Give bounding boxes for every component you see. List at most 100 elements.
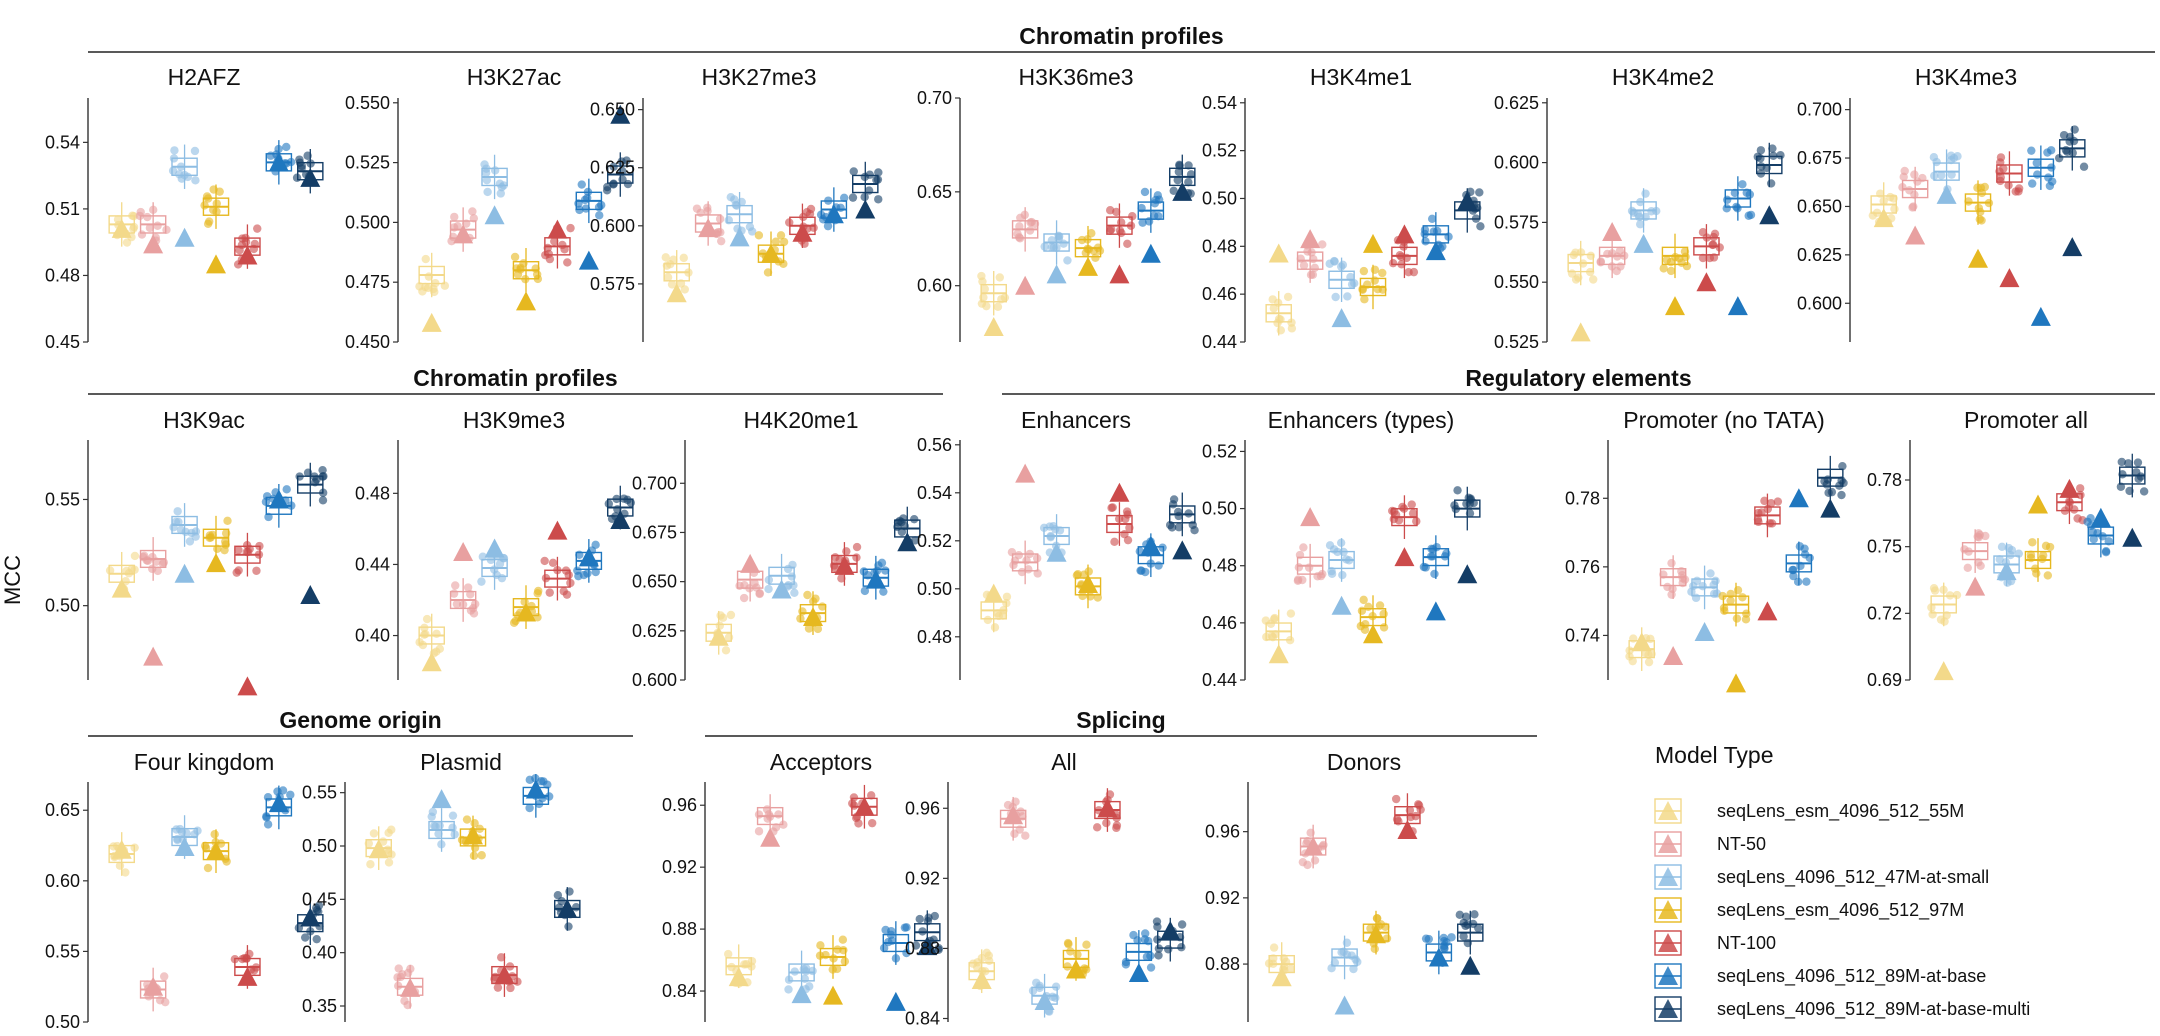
reference-triangle (516, 602, 536, 622)
data-point (1708, 240, 1717, 250)
data-point (560, 245, 569, 254)
box-4 (202, 515, 232, 573)
box-5 (540, 520, 575, 601)
data-point (680, 285, 690, 294)
y-tick-label: 0.625 (590, 158, 635, 178)
data-point (785, 218, 794, 227)
panel-title: All (1051, 749, 1077, 775)
data-point (1756, 146, 1766, 155)
data-point (1399, 242, 1408, 251)
panel-acceptors: Acceptors 0.84 0.88 0.92 0.96 (662, 749, 943, 1022)
data-point (1046, 531, 1055, 541)
data-point (129, 222, 139, 232)
data-point (421, 282, 430, 292)
y-tick-label: 0.78 (1867, 470, 1902, 490)
data-point (754, 827, 764, 836)
data-point (1126, 221, 1136, 230)
data-point (564, 922, 573, 931)
reference-triangle (431, 789, 452, 809)
data-point (1930, 171, 1939, 180)
data-point (553, 565, 562, 575)
data-point (2098, 532, 2107, 541)
data-point (724, 633, 734, 642)
box-5 (230, 945, 261, 989)
data-point (565, 887, 574, 896)
data-point (1997, 542, 2007, 552)
data-point (469, 609, 479, 618)
box-5 (1693, 224, 1724, 292)
reference-triangle (1366, 924, 1386, 944)
data-point (1011, 797, 1020, 806)
reference-triangle (1046, 264, 1067, 284)
data-point (303, 468, 313, 477)
box-6 (859, 555, 890, 600)
data-point (1285, 636, 1295, 645)
data-point (1149, 211, 1159, 220)
data-point (1464, 493, 1473, 502)
data-point (563, 258, 572, 267)
data-point (469, 214, 479, 223)
data-point (1173, 175, 1182, 185)
data-point (579, 570, 589, 580)
data-point (1017, 567, 1027, 577)
reference-triangle (1428, 947, 1449, 967)
panel-enhancers-types-: Enhancers (types) 0.44 0.46 0.48 0.50 0.52 (1202, 407, 1481, 690)
data-point (162, 225, 171, 235)
reference-triangle (983, 583, 1004, 603)
reference-triangle (2059, 478, 2080, 498)
data-point (2117, 457, 2126, 467)
data-point (243, 547, 253, 557)
y-tick-label: 0.56 (917, 435, 952, 455)
data-point (470, 843, 480, 852)
data-point (453, 222, 462, 231)
data-point (754, 231, 764, 240)
data-point (613, 505, 622, 514)
box-1 (108, 832, 139, 877)
y-tick-label: 0.44 (1202, 332, 1237, 352)
data-point (2060, 506, 2070, 515)
data-point (1286, 964, 1295, 974)
box-2 (692, 201, 726, 246)
reference-triangle (1109, 264, 1130, 284)
data-point (995, 273, 1004, 282)
panel-title: H3K27ac (467, 64, 562, 90)
data-point (1286, 609, 1296, 618)
box-5 (848, 784, 878, 829)
data-point (1102, 818, 1111, 828)
data-point (805, 982, 814, 991)
box-4 (509, 585, 543, 629)
legend-swatch-triangle (1658, 999, 1678, 1018)
reference-triangle (865, 569, 886, 589)
box-1 (415, 252, 450, 332)
data-point (532, 270, 542, 279)
data-point (818, 602, 827, 611)
data-point (1048, 992, 1057, 1002)
data-point (1339, 547, 1348, 557)
data-point (1309, 254, 1318, 264)
data-point (543, 243, 552, 253)
data-point (667, 280, 677, 289)
data-point (2079, 162, 2089, 171)
box-6 (1419, 535, 1451, 621)
data-point (1306, 828, 1315, 837)
data-point (1475, 188, 1484, 197)
reference-triangle (2062, 237, 2083, 257)
data-point (1327, 569, 1337, 579)
data-point (873, 175, 883, 184)
panels: H2AFZ 0.45 0.48 0.51 0.54 H3K27ac 0.450 0.475 0.… (45, 64, 2149, 1032)
data-point (505, 962, 515, 971)
data-point (842, 547, 851, 556)
data-point (1440, 552, 1450, 561)
data-point (1169, 186, 1178, 195)
box-3 (169, 503, 201, 583)
data-point (724, 216, 734, 225)
data-point (415, 638, 424, 647)
data-point (1689, 581, 1698, 591)
data-point (1730, 188, 1740, 198)
data-point (421, 629, 430, 639)
data-point (1310, 263, 1320, 273)
reference-triangle (2030, 306, 2051, 326)
data-point (1795, 542, 1805, 551)
data-point (1140, 935, 1150, 944)
